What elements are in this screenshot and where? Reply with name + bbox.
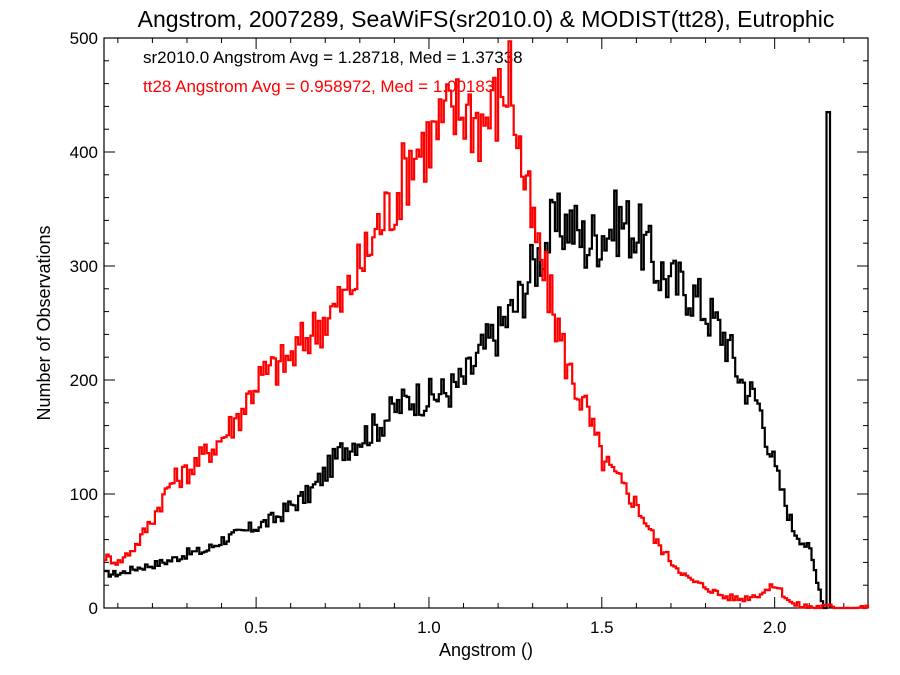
y-tick-label: 100 [70, 485, 98, 504]
x-tick-label: 2.0 [763, 618, 787, 637]
x-tick-label: 0.5 [244, 618, 268, 637]
plot-frame [103, 37, 869, 609]
y-tick-label: 0 [89, 599, 98, 618]
x-tick-label: 1.5 [590, 618, 614, 637]
y-axis-label: Number of Observations [34, 225, 54, 420]
chart-title: Angstrom, 2007289, SeaWiFS(sr2010.0) & M… [138, 6, 835, 32]
sr2010-stats-annotation: sr2010.0 Angstrom Avg = 1.28718, Med = 1… [143, 48, 523, 67]
y-tick-label: 200 [70, 371, 98, 390]
x-tick-label: 1.0 [417, 618, 441, 637]
y-tick-label: 400 [70, 143, 98, 162]
x-axis-label: Angstrom () [439, 640, 533, 660]
y-tick-label: 300 [70, 257, 98, 276]
series-sr2010-0-histogram [104, 111, 832, 610]
tt28-stats-annotation: tt28 Angstrom Avg = 0.958972, Med = 1.00… [143, 77, 494, 96]
series-tt28-histogram [104, 40, 870, 610]
y-tick-label: 500 [70, 29, 98, 48]
